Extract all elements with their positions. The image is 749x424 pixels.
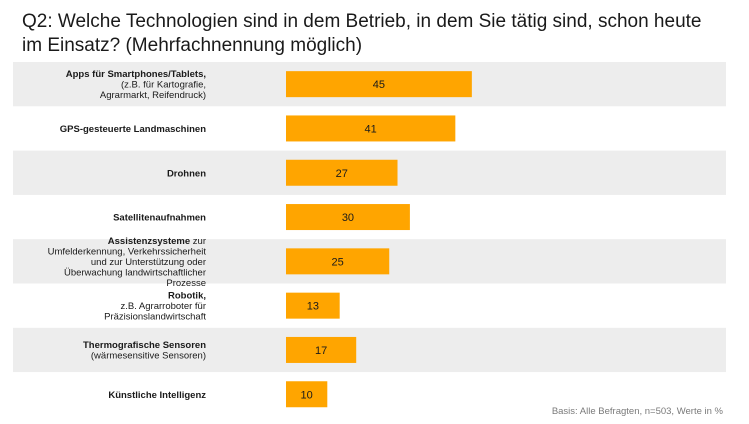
bar-value-label: 27 — [336, 168, 348, 180]
bar-value-label: 45 — [373, 79, 385, 91]
category-label: Satellitenaufnahmen — [113, 213, 206, 224]
category-label: Drohnen — [167, 168, 206, 179]
category-label: Künstliche Intelligenz — [108, 390, 206, 401]
bar-value-label: 41 — [365, 123, 377, 135]
category-label: GPS-gesteuerte Landmaschinen — [60, 124, 206, 135]
bar — [286, 159, 398, 186]
bar — [286, 292, 340, 319]
bar-value-label: 17 — [315, 345, 327, 357]
category-label: Robotik, z.B. Agrarroboter für Präzisionsl… — [104, 291, 206, 323]
category-label: Apps für Smartphones/Tablets, (z.B. für K… — [66, 69, 206, 101]
bar — [286, 248, 390, 275]
bar — [286, 204, 410, 231]
chart-title: Q2: Welche Technologien sind in dem Betr… — [22, 11, 702, 56]
bar — [286, 71, 472, 98]
row-band — [13, 327, 726, 373]
bar-value-label: 30 — [342, 212, 354, 224]
bar — [286, 381, 328, 408]
chart-footer-note: Basis: Alle Befragten, n=503, Werte in % — [551, 406, 723, 417]
bar — [286, 115, 456, 142]
bar-value-label: 25 — [332, 256, 344, 268]
category-label: Assistenzsysteme zur Umfelderkennung, Ver… — [48, 236, 207, 289]
bar — [286, 336, 357, 363]
bar-value-label: 13 — [307, 301, 319, 313]
category-label: Thermografische Sensoren (wärmesensitive … — [83, 340, 206, 362]
bar-value-label: 10 — [301, 389, 313, 401]
